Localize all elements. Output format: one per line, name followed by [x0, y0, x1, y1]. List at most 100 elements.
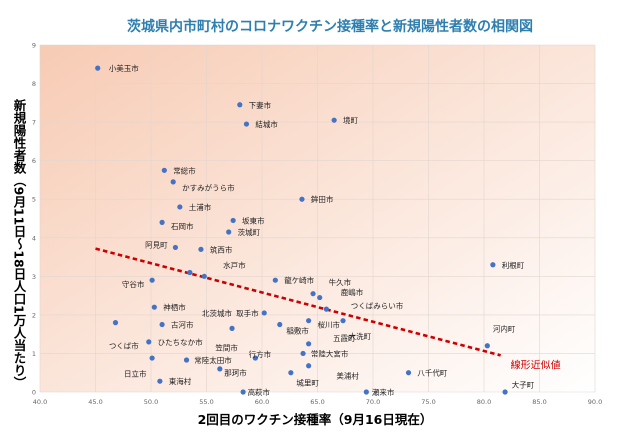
data-point [149, 355, 155, 361]
chart-title: 茨城県内市町村のコロナワクチン接種率と新規陽性者数の相関図 [127, 18, 533, 35]
data-point [306, 341, 312, 347]
data-point [187, 269, 193, 276]
data-point [183, 357, 190, 363]
data-point-label: 高萩市 [248, 387, 271, 397]
data-point [161, 167, 167, 173]
data-point [157, 378, 163, 384]
data-point [490, 262, 496, 268]
data-point-label: 境町 [343, 115, 358, 125]
data-point-label: 常総市 [173, 165, 196, 175]
data-point [288, 370, 294, 376]
data-point [306, 318, 312, 324]
data-point-label: 鉾田市 [311, 194, 334, 204]
data-point [237, 102, 243, 108]
data-point-label: 結城市 [255, 119, 278, 129]
data-point [299, 196, 305, 202]
y-axis-label: 新規陽性者数（9月11日～18日人口1万人当たり） [12, 98, 27, 389]
data-point [149, 277, 155, 283]
y-tick-label: 6 [32, 157, 36, 165]
data-point-label: 瀬来市 [372, 387, 395, 397]
data-point [151, 304, 157, 310]
data-point-label: 神栖市 [163, 302, 186, 312]
data-point-label: 美浦村 [336, 370, 359, 380]
data-point-label: つくばみらい市 [351, 300, 404, 310]
y-tick-label: 2 [32, 311, 36, 319]
data-point-label: つくば市 [109, 341, 139, 351]
data-point-label: 五霞町 [333, 334, 356, 343]
data-point [317, 294, 323, 301]
data-point-label: 河内町 [493, 323, 516, 333]
x-tick-label: 45.0 [88, 398, 102, 406]
data-point-label: かすみがうら市 [182, 183, 235, 193]
grid [39, 44, 596, 393]
data-point-label: 牛久市 [329, 277, 352, 287]
trendline-label: 線形近似値 [511, 358, 561, 371]
data-point-label: 北茨城市 [202, 308, 232, 318]
data-point [229, 325, 235, 331]
data-point-label: ひたちなか市 [158, 337, 203, 347]
x-tick-label: 75.0 [421, 398, 435, 406]
data-point-label: 桜川市 [318, 320, 341, 330]
data-point-label: 行方市 [249, 349, 272, 359]
data-point-label: 坂東市 [242, 215, 265, 225]
data-point [217, 366, 223, 372]
x-tick-label: 85.0 [532, 398, 546, 406]
data-point [230, 217, 236, 224]
data-point-label: 筑西市 [210, 244, 233, 254]
data-point [261, 310, 267, 316]
data-point [159, 321, 165, 328]
data-point-label: 石岡市 [171, 221, 194, 231]
y-tick-label: 4 [32, 234, 36, 242]
data-point [172, 244, 179, 251]
data-point-label: 茨城町 [238, 227, 261, 237]
data-point [310, 291, 316, 297]
data-point [177, 204, 183, 210]
y-tick-label: 8 [32, 80, 36, 88]
data-point-label: 城里町 [296, 378, 319, 387]
y-tick-label: 5 [32, 196, 36, 204]
x-tick-label: 55.0 [199, 398, 213, 406]
trendline [95, 247, 501, 357]
data-point [277, 321, 283, 328]
axis-ticks: 0 1 2 3 4 5 6 7 8 9 40.0 45.0 50.0 55.0 60.0 65.0 70.0 75… [32, 42, 602, 407]
data-point [226, 229, 232, 235]
data-point [323, 306, 329, 312]
data-point [159, 219, 165, 225]
y-tick-label: 1 [32, 350, 36, 358]
y-tick-label: 7 [32, 119, 36, 127]
data-point [340, 318, 346, 324]
trendline-group: 線形近似値 [95, 247, 561, 371]
data-point [240, 389, 246, 395]
data-point-label: 取手市 [236, 308, 259, 318]
y-tick-label: 3 [32, 273, 36, 281]
data-point-label: 龍ケ崎市 [284, 275, 314, 285]
data-point-label: 古河市 [171, 320, 194, 330]
data-point [300, 350, 306, 357]
x-tick-label: 65.0 [310, 398, 324, 406]
data-point-label: 稲敷市 [286, 325, 309, 335]
data-point-label: 大洗町 [349, 331, 372, 341]
data-point [95, 65, 101, 71]
data-point [405, 370, 412, 376]
data-point-label: 八千代町 [417, 368, 447, 378]
data-point-label: 下妻市 [249, 100, 272, 110]
data-point-label: 土浦市 [189, 202, 212, 212]
x-tick-label: 90.0 [588, 398, 602, 406]
data-point [198, 246, 204, 252]
x-tick-label: 40.0 [33, 398, 47, 406]
data-point-label: 那珂市 [224, 368, 247, 378]
y-tick-label: 9 [32, 42, 36, 50]
data-point-label: 阿見町 [145, 240, 168, 249]
data-point [272, 277, 278, 283]
y-tick-label: 0 [32, 389, 36, 397]
x-tick-label: 50.0 [144, 398, 158, 406]
x-tick-label: 60.0 [255, 398, 269, 406]
data-point [252, 355, 258, 361]
data-point-label: 小美玉市 [109, 63, 139, 73]
data-point-label: 日立市 [124, 368, 147, 378]
data-point-label: 守谷市 [122, 279, 145, 289]
data-point-label: 笠間市 [215, 343, 238, 353]
data-point [363, 389, 369, 395]
